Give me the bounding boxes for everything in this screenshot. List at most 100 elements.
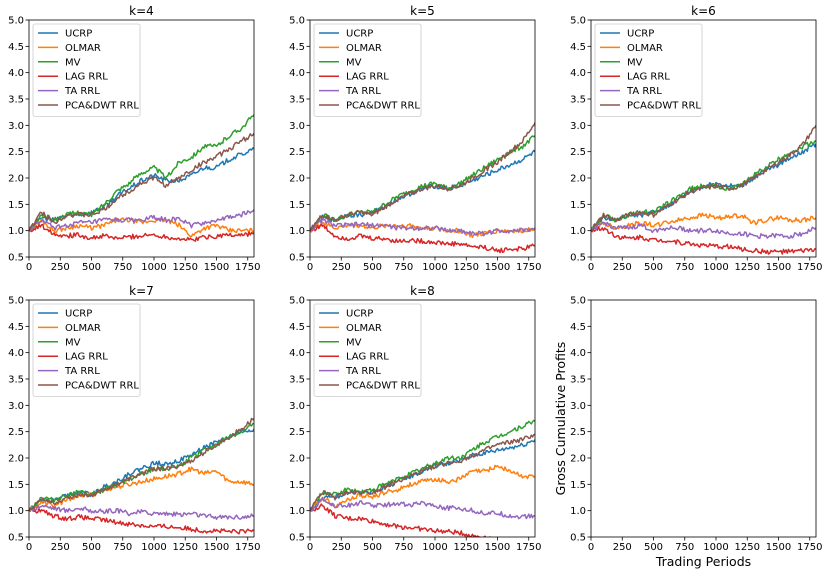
series-line-pca-dwt-rrl <box>29 132 254 231</box>
x-tick-label: 1750 <box>797 262 822 273</box>
x-tick-label: 750 <box>675 262 694 273</box>
series-line-olmar <box>29 466 254 512</box>
y-tick-label: 1.0 <box>289 226 305 237</box>
subplot-title: k=8 <box>410 284 435 298</box>
x-tick-label: 750 <box>394 542 413 553</box>
legend-label: PCA&DWT RRL <box>65 101 139 112</box>
legend-label: LAG RRL <box>346 352 389 363</box>
y-tick-label: 5.0 <box>289 296 305 307</box>
y-tick-label: 4.0 <box>570 348 586 359</box>
series-line-lag-rrl <box>310 503 499 537</box>
legend-label: PCA&DWT RRL <box>627 101 701 112</box>
y-tick-label: 3.0 <box>570 121 586 132</box>
series-line-mv <box>310 135 535 232</box>
series-line-mv <box>310 419 535 512</box>
series-group <box>310 122 535 254</box>
legend-label: MV <box>346 337 362 348</box>
subplot-k4: 0 250 500 750 1000 1250 1500 1750 0.5 1.0 1.5 2.0 2.… <box>8 4 260 273</box>
y-tick-label: 5.0 <box>570 296 586 307</box>
series-line-ta-rrl <box>29 504 254 520</box>
y-tick-label: 5.0 <box>289 16 305 27</box>
x-tick-label: 750 <box>113 542 132 553</box>
y-tick-label: 1.0 <box>8 506 24 517</box>
y-tick-label: 3.0 <box>8 121 24 132</box>
y-tick-label: 1.0 <box>570 226 586 237</box>
y-tick-label: 2.5 <box>289 147 305 158</box>
y-tick-label: 1.5 <box>570 200 586 211</box>
series-line-ta-rrl <box>310 497 535 520</box>
series-line-pca-dwt-rrl <box>591 124 816 232</box>
subplot-k6: 0 250 500 750 1000 1250 1500 1750 0.5 1.0 1.5 2.0 2.… <box>570 4 822 273</box>
x-tick-label: 1250 <box>454 262 479 273</box>
y-tick-label: 2.5 <box>289 427 305 438</box>
x-tick-label: 500 <box>363 542 382 553</box>
legend-label: OLMAR <box>65 43 101 54</box>
series-line-mv <box>29 422 254 512</box>
y-tick-label: 3.0 <box>8 401 24 412</box>
legend-label: OLMAR <box>346 323 382 334</box>
subplot-empty: 0 250 500 750 1000 1250 1500 1750 0.5 1.0 1.5 2.0 2.… <box>553 296 822 570</box>
series-line-lag-rrl <box>29 223 254 242</box>
series-line-ta-rrl <box>29 209 254 232</box>
y-tick-label: 2.5 <box>570 427 586 438</box>
legend-label: UCRP <box>346 309 373 320</box>
subplot-k7: 0 250 500 750 1000 1250 1500 1750 0.5 1.0 1.5 2.0 2.… <box>8 284 260 553</box>
y-tick-label: 5.0 <box>8 296 24 307</box>
series-line-olmar <box>310 222 535 239</box>
series-line-ta-rrl <box>310 217 535 237</box>
subplot-title: k=6 <box>691 4 716 18</box>
y-tick-label: 3.5 <box>8 375 24 386</box>
x-tick-label: 0 <box>588 542 594 553</box>
y-tick-label: 3.5 <box>8 95 24 106</box>
series-line-ta-rrl <box>591 221 816 240</box>
legend-label: UCRP <box>627 29 654 40</box>
x-tick-label: 250 <box>51 262 70 273</box>
series-line-pca-dwt-rrl <box>310 433 535 512</box>
x-axis-label: Trading Periods <box>655 554 751 569</box>
x-tick-label: 1000 <box>422 262 447 273</box>
x-tick-label: 1250 <box>173 542 198 553</box>
y-tick-label: 0.5 <box>289 533 305 544</box>
legend: UCRP OLMAR MV LAG RRL TA RRL PCA&DWT RRL <box>594 23 703 117</box>
y-tick-label: 1.5 <box>8 200 24 211</box>
x-tick-label: 250 <box>613 262 632 273</box>
y-tick-label: 2.0 <box>570 174 586 185</box>
y-tick-label: 3.5 <box>289 375 305 386</box>
series-line-pca-dwt-rrl <box>310 122 535 232</box>
y-tick-label: 3.0 <box>289 401 305 412</box>
legend-box <box>313 303 422 397</box>
x-tick-label: 1500 <box>485 262 510 273</box>
legend-label: LAG RRL <box>65 352 108 363</box>
legend-label: MV <box>627 57 643 68</box>
x-tick-label: 1000 <box>141 262 166 273</box>
x-tick-label: 1750 <box>516 542 541 553</box>
legend-label: OLMAR <box>346 43 382 54</box>
legend: UCRP OLMAR MV LAG RRL TA RRL PCA&DWT RRL <box>313 23 422 117</box>
y-tick-label: 4.0 <box>289 348 305 359</box>
y-tick-label: 4.5 <box>8 42 24 53</box>
legend-box <box>32 303 141 397</box>
legend-label: LAG RRL <box>627 72 670 83</box>
subplot-k8: 0 250 500 750 1000 1250 1500 1750 0.5 1.0 1.5 2.0 2.… <box>289 284 541 553</box>
legend-label: TA RRL <box>64 86 100 97</box>
axes-frame <box>309 19 536 258</box>
y-tick-label: 1.5 <box>570 480 586 491</box>
subplot-title: k=4 <box>129 4 154 18</box>
y-tick-label: 2.5 <box>8 427 24 438</box>
x-tick-label: 250 <box>51 542 70 553</box>
series-line-olmar <box>310 464 535 512</box>
series-line-lag-rrl <box>310 223 535 254</box>
series-group <box>591 124 816 255</box>
series-group <box>29 417 254 535</box>
y-tick-label: 2.0 <box>8 174 24 185</box>
legend-label: PCA&DWT RRL <box>65 381 139 392</box>
y-tick-label: 3.5 <box>570 375 586 386</box>
legend: UCRP OLMAR MV LAG RRL TA RRL PCA&DWT RRL <box>32 303 141 397</box>
y-tick-label: 1.0 <box>289 506 305 517</box>
x-tick-label: 500 <box>363 262 382 273</box>
legend: UCRP OLMAR MV LAG RRL TA RRL PCA&DWT RRL <box>313 303 422 397</box>
x-tick-label: 500 <box>644 262 663 273</box>
x-tick-label: 250 <box>332 542 351 553</box>
x-tick-label: 750 <box>675 542 694 553</box>
